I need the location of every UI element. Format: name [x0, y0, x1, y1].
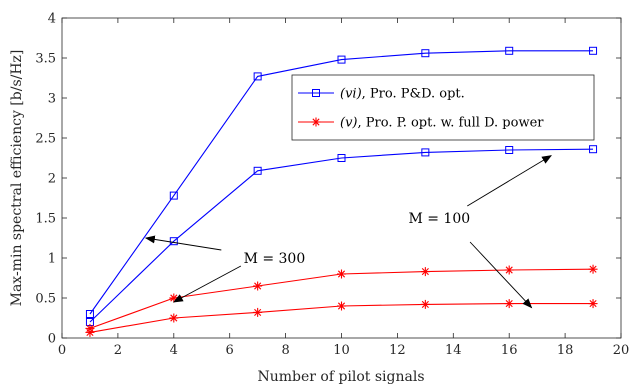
data-point: [420, 267, 430, 277]
x-tick-label: 14: [445, 343, 462, 358]
data-point: [504, 265, 514, 275]
annotations: M = 300 M = 100: [144, 155, 552, 309]
series-vi-0: [85, 46, 598, 318]
annotation-0: M = 300: [144, 235, 306, 303]
data-point: [169, 237, 178, 246]
legend-marker: [311, 117, 321, 127]
data-point: [588, 299, 598, 309]
data-point: [253, 281, 263, 291]
series-line: [89, 148, 594, 323]
series-layer: [85, 46, 598, 337]
data-point: [169, 293, 179, 303]
tick-labels: 0 2 4 6 8 10 12 14 16 18 20 0 0.5 1 1.5 2 2.5 3 3.5 4: [35, 12, 629, 359]
data-point: [588, 264, 598, 274]
data-point: [337, 269, 346, 279]
annotation-arrow: [467, 155, 552, 207]
x-tick-label: 4: [170, 343, 178, 358]
data-point: [589, 145, 598, 154]
legend-entry-0: (vi), Pro. P&D. opt.: [298, 87, 465, 102]
x-tick-label: 8: [281, 343, 289, 358]
x-tick-label: 10: [333, 343, 350, 358]
data-point: [420, 299, 430, 309]
data-point: [337, 55, 346, 64]
y-tick-label: 0.5: [35, 292, 56, 307]
y-tick-label: 2: [48, 172, 56, 187]
data-point: [253, 166, 262, 175]
y-tick-label: 1.5: [35, 212, 56, 227]
plot-area: [62, 18, 621, 338]
data-point: [337, 301, 346, 311]
legend: (vi), Pro. P&D. opt. (v), Pro. P. opt. w.…: [291, 74, 595, 141]
x-tick-label: 20: [613, 343, 630, 358]
y-tick-label: 0: [48, 332, 56, 347]
annotation-label: M = 100: [408, 211, 470, 227]
data-point: [169, 191, 178, 200]
annotation-arrow: [172, 265, 242, 303]
y-tick-label: 4: [48, 12, 56, 27]
x-tick-label: 18: [557, 343, 574, 358]
y-axis-label: Max-min spectral efficiency [b/s/Hz]: [9, 50, 25, 307]
data-point: [421, 49, 430, 58]
data-point: [85, 327, 95, 337]
data-point: [253, 307, 263, 317]
series-v-3: [85, 299, 598, 337]
x-tick-label: 6: [226, 343, 234, 358]
x-tick-label: 2: [114, 343, 122, 358]
x-tick-label: 12: [389, 343, 406, 358]
legend-label: (v), Pro. P. opt. w. full D. power: [340, 116, 544, 131]
annotation-arrow: [144, 235, 222, 251]
annotation-1: M = 100: [408, 155, 552, 309]
data-point: [169, 313, 179, 323]
legend-box: [291, 74, 595, 141]
legend-marker: [312, 89, 320, 97]
legend-entry-1: (v), Pro. P. opt. w. full D. power: [298, 116, 544, 131]
data-point: [505, 46, 514, 55]
data-point: [337, 154, 346, 162]
legend-label: (vi), Pro. P&D. opt.: [340, 87, 465, 102]
tick-marks: [61, 17, 622, 339]
data-point: [85, 310, 94, 318]
y-tick-label: 1: [48, 252, 56, 267]
data-point: [421, 148, 430, 157]
y-tick-label: 3: [48, 92, 56, 107]
data-point: [505, 146, 514, 154]
x-tick-label: 16: [501, 343, 518, 358]
annotation-label: M = 300: [244, 251, 306, 267]
data-point: [504, 299, 514, 309]
x-axis-label: Number of pilot signals: [257, 369, 424, 385]
series-line: [89, 50, 593, 315]
x-tick-label: 0: [58, 343, 66, 358]
y-tick-label: 3.5: [35, 52, 56, 67]
y-tick-label: 2.5: [35, 132, 56, 147]
annotation-arrow: [469, 241, 533, 309]
data-point: [253, 72, 262, 81]
data-point: [589, 46, 598, 55]
